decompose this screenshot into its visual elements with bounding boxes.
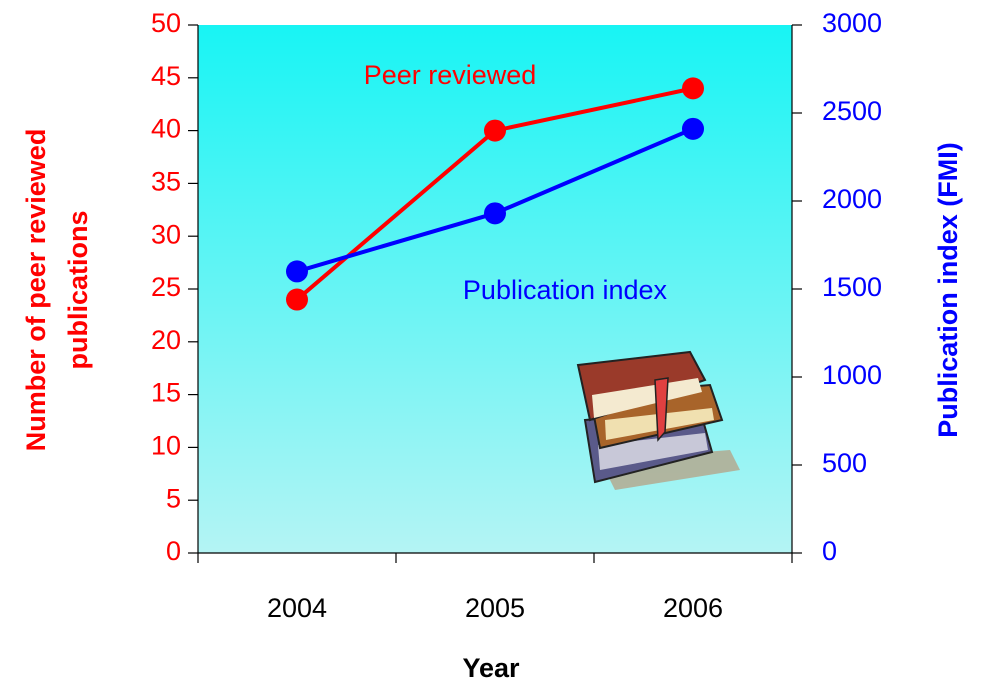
- data-point: [682, 117, 704, 140]
- y-tick-label: 25: [151, 272, 181, 302]
- y-tick-label: 10: [151, 431, 181, 461]
- y-tick-label: 45: [151, 61, 181, 91]
- y-tick-label: 15: [151, 378, 181, 408]
- y2-tick-label: 2500: [822, 96, 882, 126]
- series-annotation: Publication index: [463, 275, 668, 305]
- data-point: [286, 288, 308, 311]
- x-axis-title: Year: [462, 653, 520, 683]
- data-point: [484, 202, 506, 225]
- x-tick-label: 2005: [465, 593, 525, 623]
- y2-tick-label: 3000: [822, 8, 882, 38]
- y-tick-label: 30: [151, 219, 181, 249]
- y-tick-label: 40: [151, 114, 181, 144]
- books-clipart: [576, 350, 740, 490]
- y2-tick-label: 2000: [822, 184, 882, 214]
- data-point: [484, 119, 506, 142]
- y-axis-title: publications: [63, 210, 93, 369]
- y-tick-label: 50: [151, 8, 181, 38]
- y2-axis-title: Publication index (FMI): [933, 142, 963, 438]
- series-annotation: Peer reviewed: [364, 60, 537, 90]
- y-tick-label: 35: [151, 167, 181, 197]
- y-tick-label: 5: [166, 483, 181, 513]
- y2-tick-label: 1500: [822, 272, 882, 302]
- y2-tick-label: 1000: [822, 360, 882, 390]
- y2-tick-label: 0: [822, 536, 837, 566]
- y-tick-label: 0: [166, 536, 181, 566]
- y2-tick-label: 500: [822, 448, 867, 478]
- y-tick-label: 20: [151, 325, 181, 355]
- y-axis-title: Number of peer reviewed: [21, 129, 51, 452]
- x-tick-label: 2004: [267, 593, 327, 623]
- data-point: [682, 77, 704, 100]
- data-point: [286, 260, 308, 283]
- x-tick-label: 2006: [663, 593, 723, 623]
